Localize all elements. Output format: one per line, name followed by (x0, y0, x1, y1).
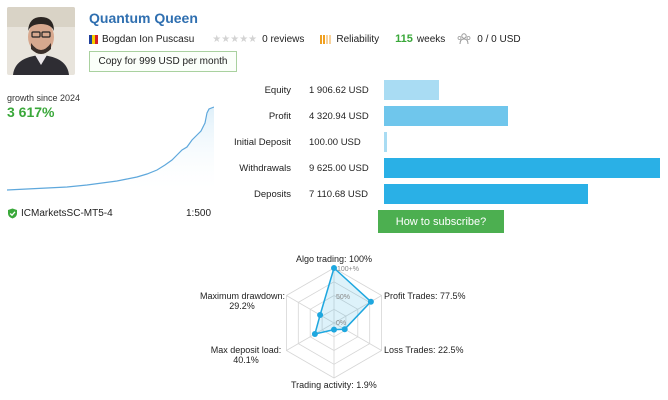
stat-value-deposits: 7 110.68 USD (309, 189, 368, 200)
radar-axis (286, 295, 335, 324)
avatar-photo (7, 7, 75, 75)
reviews-link[interactable]: ★★★★★ 0 reviews (212, 34, 320, 45)
scale-50-label: 50% (336, 294, 350, 301)
risk-radar-chart: 100+% 50% 0% (286, 265, 383, 379)
growth-value: 3 617% (7, 104, 55, 120)
rating-stars-icon: ★★★★★ (212, 33, 258, 45)
stat-value-profit: 4 320.94 USD (309, 111, 369, 122)
growth-sparkline-chart[interactable] (7, 95, 214, 195)
verified-shield-icon (8, 208, 17, 219)
radar-label-algo: Algo trading: 100% (296, 254, 373, 264)
subscribers-value: 0 / 0 USD (477, 33, 521, 45)
stat-bar-withdrawals (384, 158, 660, 178)
stat-value-equity: 1 906.62 USD (309, 85, 369, 96)
reviews-count: 0 reviews (262, 33, 305, 45)
signal-title[interactable]: Quantum Queen (89, 10, 198, 26)
radar-point (317, 312, 324, 318)
radar-axis (333, 295, 382, 324)
radar-point (331, 326, 337, 333)
stat-label-profit: Profit (268, 111, 291, 122)
reliability-bars-icon (320, 34, 332, 44)
deposit-load-title: Max deposit load: (210, 345, 282, 355)
radar-point (331, 265, 337, 271)
growth-area (7, 107, 214, 195)
signal-meta-row: Bogdan Ion Puscasu ★★★★★ 0 reviews Relia… (89, 32, 521, 46)
growth-line (7, 106, 214, 191)
deposit-load-value: 40.1% (233, 355, 259, 365)
stat-value-initial-deposit: 100.00 USD (309, 137, 361, 148)
radar-label-profit: Profit Trades: 77.5% (384, 291, 466, 301)
radar-point (311, 331, 318, 337)
drawdown-value: 29.2% (229, 301, 255, 311)
radar-axis (333, 322, 382, 351)
scale-100-label: 100+% (337, 266, 359, 273)
stat-bar-deposits (384, 184, 588, 204)
leverage-value: 1:500 (186, 208, 212, 219)
scale-0-label: 0% (336, 320, 346, 327)
reliability-label: Reliability (336, 33, 380, 45)
author-avatar[interactable] (7, 7, 75, 75)
radar-axis (286, 322, 335, 351)
radar-point (367, 298, 374, 305)
author-link[interactable]: Bogdan Ion Puscasu (89, 34, 212, 45)
radar-label-activity: Trading activity: 1.9% (291, 380, 377, 390)
subscribers-icon (457, 33, 471, 45)
growth-label: growth since 2024 (7, 93, 81, 103)
radar-label-deposit-load: Max deposit load: 40.1% (208, 345, 284, 365)
reliability-indicator: Reliability (320, 34, 395, 45)
stat-label-deposits: Deposits (254, 189, 291, 200)
copy-subscription-button[interactable]: Copy for 999 USD per month (89, 51, 237, 72)
weeks-value: 115 (395, 33, 413, 45)
romania-flag-icon (89, 34, 98, 44)
radar-point (341, 326, 348, 333)
stat-bar-initial-deposit (384, 132, 387, 152)
stat-label-withdrawals: Withdrawals (239, 163, 291, 174)
radar-label-drawdown: Maximum drawdown: 29.2% (200, 291, 286, 311)
stat-bar-profit (384, 106, 508, 126)
weeks-label: weeks (416, 33, 446, 45)
weeks-indicator: 115 weeks (395, 33, 457, 45)
drawdown-title: Maximum drawdown: (200, 291, 286, 301)
stat-label-initial-deposit: Initial Deposit (233, 137, 291, 148)
subscribers-indicator: 0 / 0 USD (457, 33, 521, 45)
author-name: Bogdan Ion Puscasu (102, 33, 195, 45)
stat-label-equity: Equity (264, 85, 291, 96)
radar-points (311, 265, 374, 337)
broker-server: ICMarketsSC-MT5-4 (21, 208, 113, 219)
stat-value-withdrawals: 9 625.00 USD (309, 163, 369, 174)
broker-info[interactable]: ICMarketsSC-MT5-4 (7, 208, 113, 219)
how-to-subscribe-button[interactable]: How to subscribe? (378, 210, 504, 233)
radar-label-loss: Loss Trades: 22.5% (384, 345, 464, 355)
stat-bar-equity (384, 80, 439, 100)
